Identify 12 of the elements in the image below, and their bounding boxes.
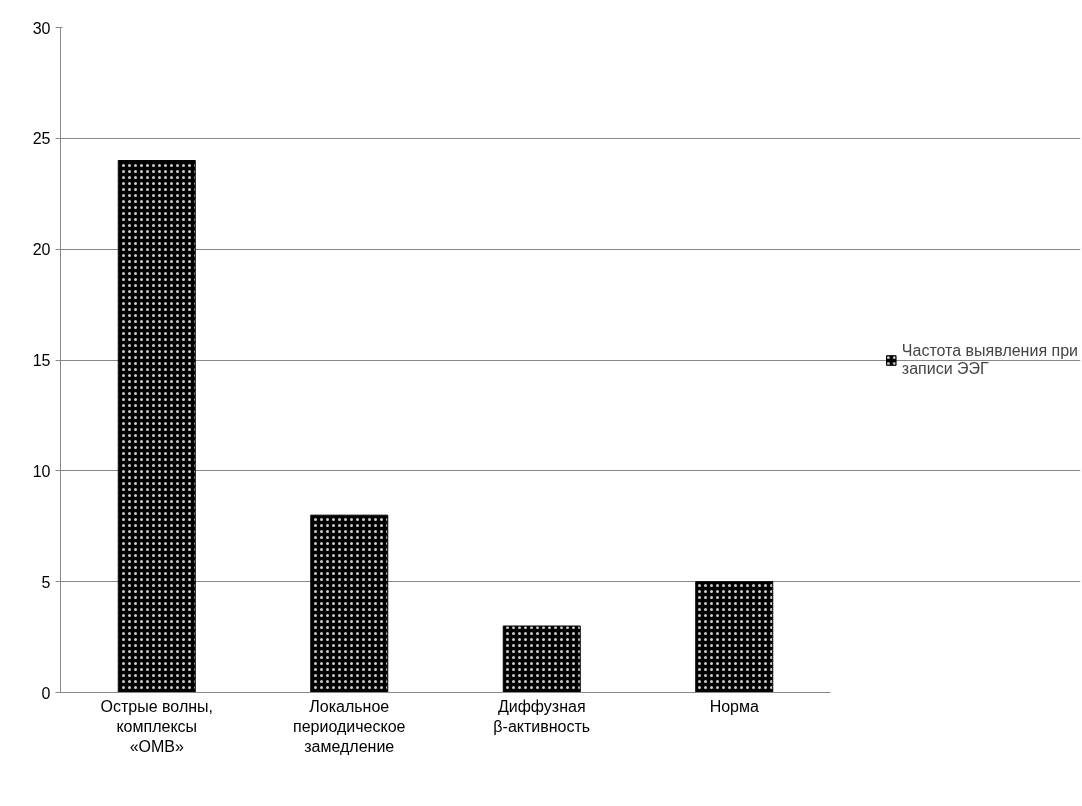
y-tick-label: 15 [32,352,51,369]
x-tick-label: Диффузная β-активность [493,697,591,735]
x-tick-label: Норма [709,697,759,715]
y-tick-label: 0 [41,684,51,702]
legend-label: Частота выявления при записи ЭЭГ [901,341,1078,378]
y-tick-label: 10 [32,462,51,480]
y-tick-label: 20 [32,241,51,259]
x-tick-label: Локальное периодическое замедление [293,697,406,756]
y-tick-label: 30 [32,19,51,37]
y-tick-label: 5 [41,573,51,591]
y-tick-label: 25 [32,130,51,148]
x-tick-label: Острые волны, комплексы «ОМВ» [100,697,213,756]
